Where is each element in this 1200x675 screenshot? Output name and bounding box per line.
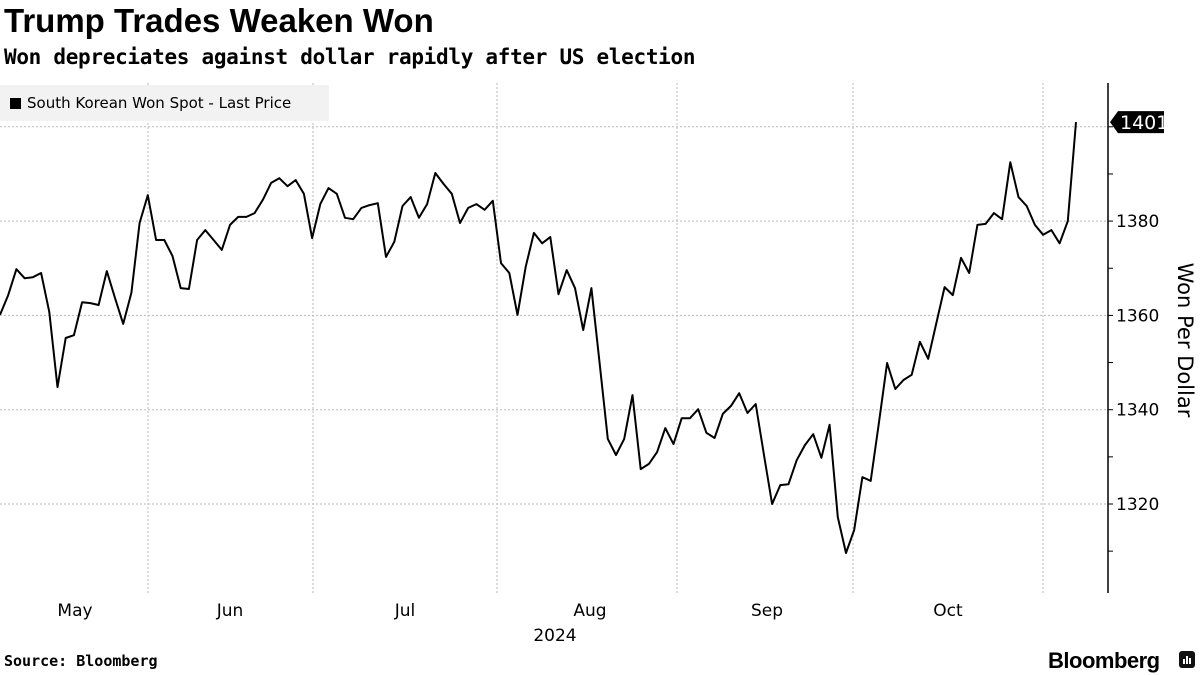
x-tick-label: Jun bbox=[216, 601, 244, 621]
chart-subtitle: Won depreciates against dollar rapidly a… bbox=[4, 45, 696, 69]
y-tick-label: 1380 bbox=[1116, 212, 1159, 232]
chart-title: Trump Trades Weaken Won bbox=[4, 2, 434, 39]
last-value-label: 1401 bbox=[1120, 112, 1168, 134]
last-value-tag bbox=[1110, 111, 1164, 134]
y-tick-label: 1320 bbox=[1116, 495, 1159, 515]
x-tick-label: Sep bbox=[751, 601, 783, 621]
legend: South Korean Won Spot - Last Price bbox=[0, 85, 329, 121]
source-note: Source: Bloomberg bbox=[4, 652, 158, 670]
legend-swatch bbox=[10, 97, 21, 109]
series-line-south-korean-won bbox=[0, 122, 1077, 554]
legend-label: South Korean Won Spot - Last Price bbox=[27, 94, 292, 112]
bloomberg-chart-icon bbox=[1179, 651, 1195, 668]
x-tick-label: May bbox=[57, 601, 92, 621]
y-axis-title: Won Per Dollar bbox=[1173, 262, 1197, 418]
bloomberg-logo: Bloomberg bbox=[1048, 648, 1160, 673]
x-axis-year-label: 2024 bbox=[533, 626, 576, 646]
x-tick-label: Jul bbox=[394, 601, 416, 621]
x-tick-label: Oct bbox=[933, 601, 963, 621]
y-tick-label: 1360 bbox=[1116, 306, 1159, 326]
y-tick-label: 1340 bbox=[1116, 401, 1159, 421]
x-tick-label: Aug bbox=[573, 601, 606, 621]
